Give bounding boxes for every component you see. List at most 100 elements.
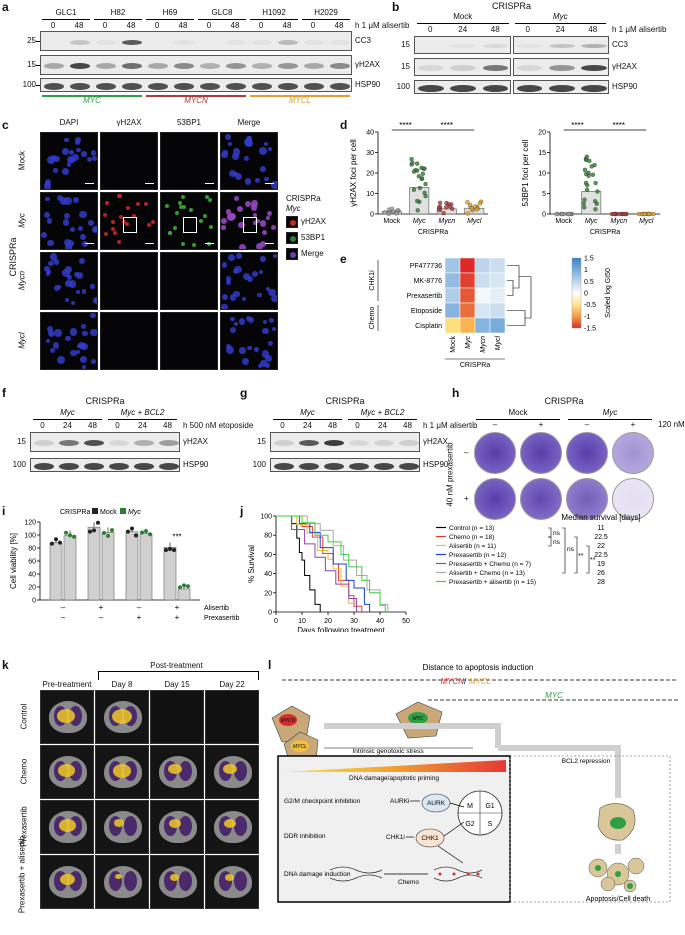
heatmap-cell	[474, 272, 491, 289]
micrograph	[220, 252, 278, 310]
nucleus	[228, 212, 237, 221]
nucleus	[62, 269, 70, 277]
panel-b: CRISPRa Mock Myc 0 24 48 0 24 48 h 1 μM alisertib…	[392, 0, 685, 104]
mw-tick	[36, 65, 40, 66]
nucleus	[232, 148, 241, 156]
blot-γH2AX-band	[373, 440, 394, 446]
nucleus	[268, 288, 276, 297]
blot-CC3-band	[418, 44, 444, 48]
nucleus	[229, 169, 236, 177]
lung-right	[234, 761, 247, 781]
post-bracket	[98, 671, 259, 680]
nucleus	[75, 271, 83, 279]
mean-bar	[101, 532, 115, 601]
focus	[124, 221, 129, 226]
day-label: Day 22	[219, 680, 245, 689]
micrograph	[40, 192, 98, 250]
x-tick-label: Mycn	[610, 218, 627, 225]
prexasertib-sign: +	[175, 613, 180, 622]
time-label: 48	[403, 421, 412, 430]
nucleus	[260, 241, 266, 247]
scale-bar	[145, 243, 154, 244]
cell-line-label: H2029	[314, 8, 338, 17]
nucleus	[54, 284, 60, 291]
nucleus	[48, 331, 54, 337]
blot-HSP90-band	[133, 462, 154, 470]
ct-scan-image	[40, 745, 94, 799]
focus	[136, 201, 141, 206]
nucleus	[241, 358, 249, 366]
lung-right	[179, 871, 192, 891]
cell-line-bracket	[198, 19, 246, 20]
nucleus	[258, 269, 263, 274]
legend-label: Merge	[301, 249, 324, 258]
data-point	[582, 197, 587, 202]
sig-stars: ****	[441, 121, 453, 130]
nucleus	[233, 321, 239, 327]
blot-CC3-band	[251, 39, 273, 45]
median-value: 19	[597, 561, 605, 568]
focus	[188, 207, 193, 212]
panel-f-title: CRISPRa	[85, 396, 125, 406]
blot-γH2AX-band	[69, 63, 91, 69]
nucleus	[79, 210, 88, 219]
nucleus	[50, 348, 56, 354]
row-label: Alisertib	[204, 605, 229, 612]
ct-scan-image	[40, 690, 94, 744]
blot-γH2AX-band	[147, 63, 169, 69]
data-point	[88, 529, 92, 534]
tumor	[60, 874, 76, 886]
mw-label: 25	[27, 36, 36, 45]
blot-HSP90-band	[273, 462, 294, 470]
nucleus	[69, 226, 76, 233]
nucleus	[237, 205, 244, 212]
data-point	[54, 537, 58, 542]
row-label: Prexasertib + alisertib	[17, 835, 27, 914]
data-point	[144, 529, 148, 534]
heatmap-cell	[444, 257, 461, 274]
x-tick-label: 20	[324, 618, 332, 625]
micrograph	[40, 252, 98, 310]
panel-c-letter: c	[2, 118, 9, 132]
group-bracket	[476, 419, 560, 420]
nucleus	[221, 218, 227, 225]
nucleus	[230, 316, 235, 322]
micrograph	[160, 192, 218, 250]
nucleus	[92, 156, 97, 162]
lung-right	[234, 816, 247, 836]
marker-label: HSP90	[612, 82, 638, 91]
nucleus	[43, 212, 50, 219]
heatmap-cell	[444, 317, 461, 334]
blot-γH2AX	[30, 432, 180, 452]
group-label: MYCN	[184, 96, 208, 105]
mycn-label: MYCN	[440, 677, 464, 686]
median-value: 22	[597, 543, 605, 550]
blot-HSP90-band	[581, 84, 607, 92]
heatmap-cell	[459, 272, 476, 289]
data-point	[589, 164, 594, 169]
prexasertib-sign: –	[464, 448, 469, 457]
mechanism-row: DNA damage induction	[284, 871, 351, 878]
heatmap-cell	[474, 257, 491, 274]
nucleus	[246, 136, 252, 142]
focus	[144, 202, 149, 207]
nucleus	[63, 196, 72, 205]
time-label: 48	[74, 21, 84, 30]
nucleus	[238, 318, 246, 326]
blot-HSP90-band	[83, 462, 104, 470]
focus	[178, 205, 183, 210]
alisertib-sign: +	[538, 420, 544, 429]
x-tick-label: 50	[402, 618, 410, 625]
sig-bracket	[548, 536, 552, 547]
nucleus	[271, 294, 277, 303]
x-tick-label: 10	[298, 618, 306, 625]
y-axis-label: γH2AX foci per cell	[349, 139, 358, 207]
panel-f-letter: f	[2, 386, 6, 400]
time-label: 24	[555, 25, 565, 34]
group-bracket	[108, 419, 177, 420]
nucleus	[64, 137, 69, 142]
nucleus	[90, 149, 97, 156]
time-label: 0	[310, 21, 316, 30]
ct-scan-image	[95, 800, 149, 854]
data-point	[592, 199, 598, 204]
